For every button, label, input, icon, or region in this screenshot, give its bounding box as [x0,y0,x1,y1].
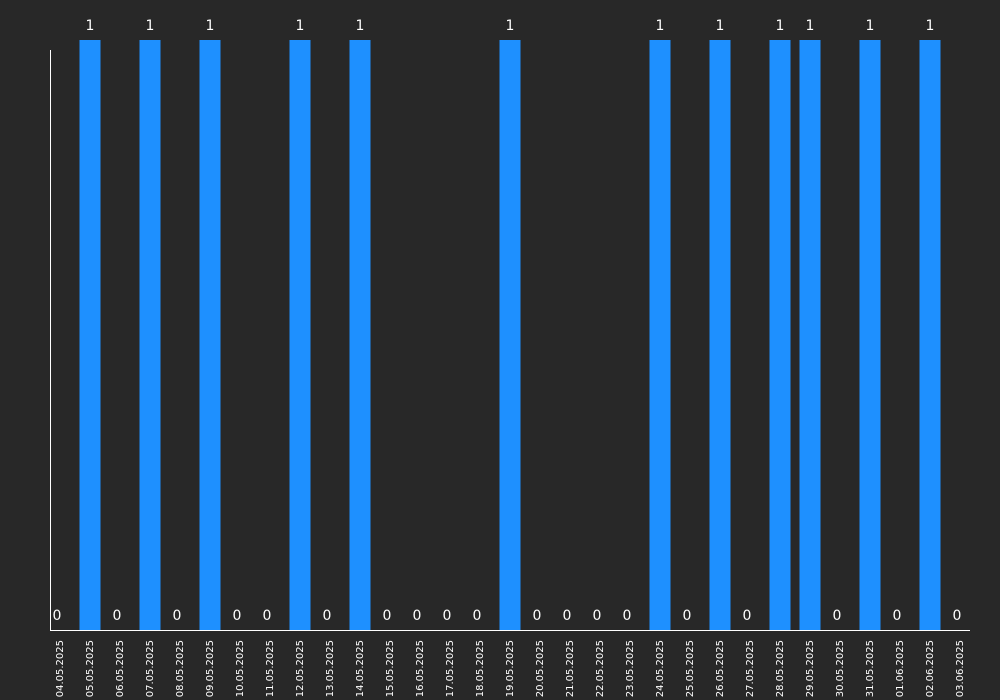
bars-layer [79,40,941,630]
data-label: 1 [806,18,815,34]
data-label: 0 [533,608,542,624]
data-label: 0 [263,608,272,624]
bar [199,40,221,630]
data-label: 1 [656,18,665,34]
bar [769,40,791,630]
data-label: 0 [953,608,962,624]
x-tick-labels-layer: 04.05.2025 05.05.2025 06.05.2025 07.05.2025… [55,640,966,697]
x-tick-label: 25.05.2025 [685,640,696,697]
data-label: 0 [233,608,242,624]
x-tick-label: 11.05.2025 [265,640,276,697]
data-label: 1 [146,18,155,34]
x-tick-label: 10.05.2025 [235,640,246,697]
x-tick-label: 09.05.2025 [205,640,216,697]
data-label: 1 [926,18,935,34]
data-label: 0 [623,608,632,624]
x-tick-label: 18.05.2025 [475,640,486,697]
x-tick-label: 12.05.2025 [295,640,306,697]
x-tick-label: 21.05.2025 [565,640,576,697]
data-label: 0 [323,608,332,624]
data-label: 0 [383,608,392,624]
data-label: 0 [683,608,692,624]
x-tick-label: 29.05.2025 [805,640,816,697]
x-tick-label: 22.05.2025 [595,640,606,697]
data-label: 0 [413,608,422,624]
data-label: 1 [866,18,875,34]
data-label: 0 [113,608,122,624]
x-tick-label: 07.05.2025 [145,640,156,697]
x-tick-label: 16.05.2025 [415,640,426,697]
x-tick-label: 06.05.2025 [115,640,126,697]
data-label: 0 [443,608,452,624]
x-tick-label: 14.05.2025 [355,640,366,697]
data-label: 0 [473,608,482,624]
data-label: 1 [296,18,305,34]
x-tick-label: 20.05.2025 [535,640,546,697]
x-tick-label: 28.05.2025 [775,640,786,697]
x-tick-label: 19.05.2025 [505,640,516,697]
data-label: 0 [173,608,182,624]
x-tick-label: 03.06.2025 [955,640,966,697]
data-label: 1 [206,18,215,34]
x-tick-label: 26.05.2025 [715,640,726,697]
bar [139,40,161,630]
bar [79,40,101,630]
bar [499,40,521,630]
data-label: 1 [506,18,515,34]
bar [289,40,311,630]
data-label: 0 [833,608,842,624]
data-label: 0 [743,608,752,624]
x-tick-label: 02.06.2025 [925,640,936,697]
bar [649,40,671,630]
value-labels-layer: 0 1 0 1 0 1 0 0 1 0 1 0 0 0 0 1 0 0 0 0 1 0 1 0 1 1 0 1 0 1 0 [53,18,962,624]
bar [799,40,821,630]
x-tick-label: 13.05.2025 [325,640,336,697]
bar [859,40,881,630]
x-tick-label: 01.06.2025 [895,640,906,697]
x-tick-label: 15.05.2025 [385,640,396,697]
x-tick-label: 30.05.2025 [835,640,846,697]
x-tick-label: 04.05.2025 [55,640,66,697]
x-tick-label: 24.05.2025 [655,640,666,697]
bar [709,40,731,630]
x-tick-label: 27.05.2025 [745,640,756,697]
x-tick-label: 23.05.2025 [625,640,636,697]
data-label: 1 [86,18,95,34]
bar [919,40,941,630]
data-label: 0 [563,608,572,624]
data-label: 1 [356,18,365,34]
x-tick-label: 08.05.2025 [175,640,186,697]
data-label: 0 [53,608,62,624]
x-tick-label: 17.05.2025 [445,640,456,697]
data-label: 1 [776,18,785,34]
bar [349,40,371,630]
data-label: 0 [893,608,902,624]
x-tick-label: 31.05.2025 [865,640,876,697]
data-label: 1 [716,18,725,34]
data-label: 0 [593,608,602,624]
x-tick-label: 05.05.2025 [85,640,96,697]
